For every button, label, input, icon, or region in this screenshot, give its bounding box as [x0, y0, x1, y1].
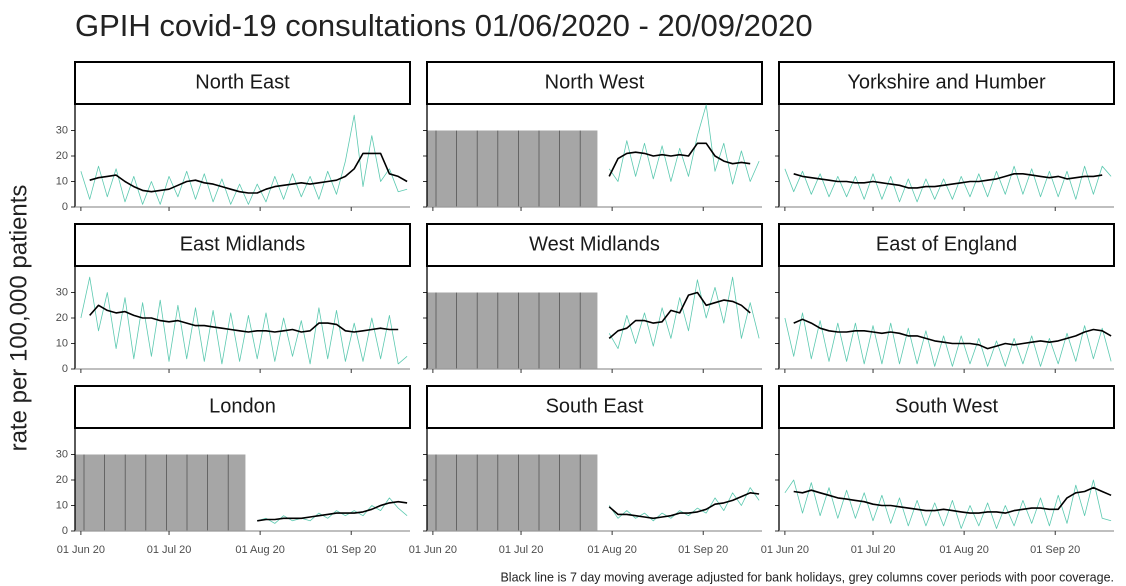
- poor-coverage-column: [427, 292, 598, 369]
- strip-box: [74, 61, 411, 105]
- panel-title: London: [209, 395, 276, 417]
- y-axis-label: rate per 100,000 patients: [5, 185, 32, 452]
- daily-line: [80, 114, 408, 205]
- caption: Black line is 7 day moving average adjus…: [500, 570, 1114, 584]
- x-tick-label: 01 Aug 20: [235, 544, 285, 556]
- x-tick-label: 01 Sep 20: [678, 544, 728, 556]
- panel-title: Yorkshire and Humber: [847, 71, 1046, 93]
- x-tick-label: 01 Jun 20: [409, 544, 457, 556]
- daily-line: [608, 276, 760, 349]
- panel-title: South East: [546, 395, 644, 417]
- poor-coverage-column: [75, 454, 246, 531]
- moving-average-line: [793, 318, 1112, 350]
- strip-box: [426, 385, 763, 429]
- strip-box: [778, 61, 1115, 105]
- strip-box: [74, 385, 411, 429]
- daily-line: [80, 276, 408, 365]
- poor-coverage-column: [427, 454, 598, 531]
- strip-box: [426, 223, 763, 267]
- y-tick-label: 30: [56, 124, 68, 136]
- panel-title: North West: [545, 71, 645, 93]
- moving-average-line: [257, 500, 408, 522]
- moving-average-line: [608, 492, 760, 520]
- moving-average-line: [608, 142, 751, 177]
- chart-title: GPIH covid-19 consultations 01/06/2020 -…: [75, 8, 813, 43]
- daily-line: [784, 165, 1112, 203]
- daily-line: [784, 312, 1112, 367]
- panel-title: North East: [195, 71, 290, 93]
- y-tick-label: 30: [56, 448, 68, 460]
- y-tick-label: 0: [62, 525, 68, 537]
- strip-box: [426, 61, 763, 105]
- moving-average-line: [793, 173, 1103, 189]
- panel-title: West Midlands: [529, 233, 660, 255]
- strip-box: [778, 223, 1115, 267]
- x-tick-label: 01 Aug 20: [939, 544, 989, 556]
- strip-box: [778, 385, 1115, 429]
- y-tick-label: 20: [56, 312, 68, 324]
- x-tick-label: 01 Sep 20: [1030, 544, 1080, 556]
- panel-title: East of England: [876, 233, 1017, 255]
- x-tick-label: 01 Jun 20: [57, 544, 105, 556]
- x-tick-label: 01 Jul 20: [851, 544, 896, 556]
- x-tick-label: 01 Jul 20: [147, 544, 192, 556]
- strip-box: [74, 223, 411, 267]
- y-tick-label: 20: [56, 474, 68, 486]
- daily-line: [784, 479, 1112, 529]
- x-tick-label: 01 Jun 20: [761, 544, 809, 556]
- y-tick-label: 0: [62, 363, 68, 375]
- x-tick-label: 01 Aug 20: [587, 544, 637, 556]
- y-tick-label: 10: [56, 175, 68, 187]
- y-tick-label: 20: [56, 150, 68, 162]
- moving-average-line: [608, 291, 751, 340]
- y-tick-label: 0: [62, 201, 68, 213]
- moving-average-line: [89, 152, 408, 194]
- x-tick-label: 01 Sep 20: [326, 544, 376, 556]
- y-tick-label: 30: [56, 286, 68, 298]
- x-tick-label: 01 Jul 20: [499, 544, 544, 556]
- y-tick-label: 10: [56, 499, 68, 511]
- daily-line: [608, 104, 760, 185]
- moving-average-line: [89, 304, 399, 333]
- panel-title: East Midlands: [180, 233, 306, 255]
- poor-coverage-column: [427, 130, 598, 207]
- moving-average-line: [793, 486, 1112, 514]
- y-tick-label: 10: [56, 337, 68, 349]
- panel-title: South West: [895, 395, 998, 417]
